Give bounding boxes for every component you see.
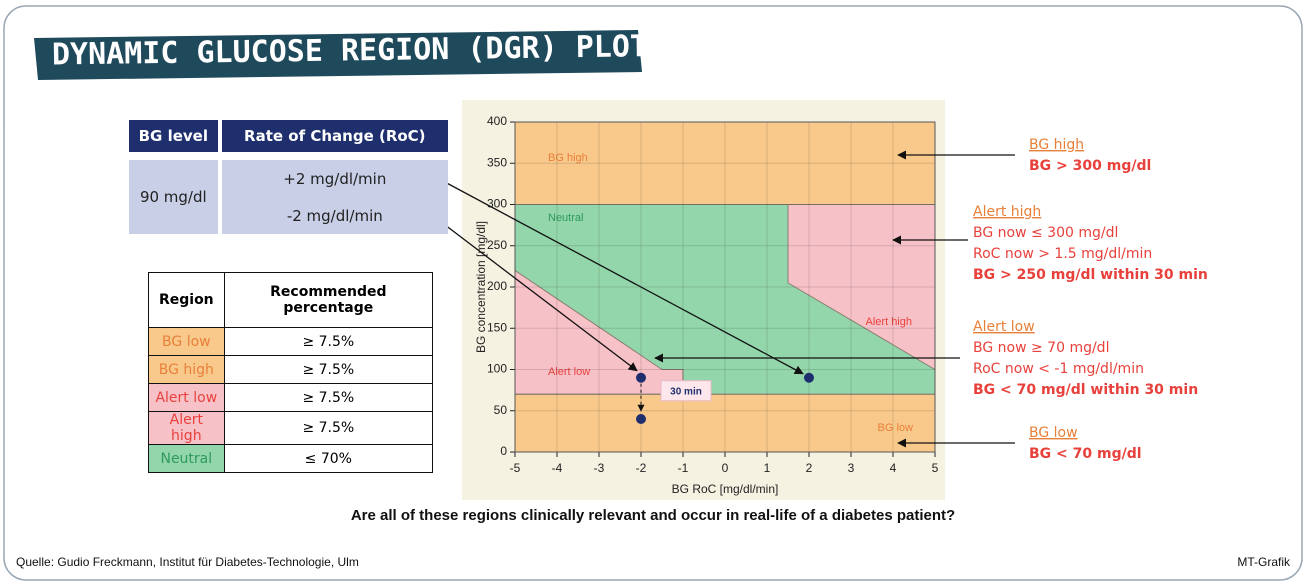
plot-frame	[514, 121, 936, 453]
x-axis-label: BG RoC [mg/dl/min]	[672, 482, 779, 496]
region-name: Alert low	[148, 383, 225, 412]
x-tick-label: 4	[890, 461, 897, 475]
input-table: BG level Rate of Change (RoC) 90 mg/dl +2…	[125, 120, 448, 234]
x-tick-label: 5	[932, 461, 939, 475]
row: Neutral ≤ 70%	[148, 444, 434, 473]
callout-conclusion: BG < 70 mg/dl within 30 min	[973, 382, 1198, 398]
row: Alert high ≥ 7.5%	[148, 411, 434, 445]
header: BG level	[125, 120, 218, 152]
callout-line: RoC now > 1.5 mg/dl/min	[973, 246, 1152, 262]
region-name: Alert high	[148, 411, 225, 445]
x-tick-label: 3	[848, 461, 855, 475]
header: Region	[148, 272, 225, 328]
link-arrow	[427, 211, 638, 372]
source: Quelle: Gudio Freckmann, Institut für Di…	[16, 555, 359, 569]
region-label: BG high	[548, 152, 588, 164]
roc: -2 mg/dl/min	[217, 197, 448, 234]
title: DYNAMIC GLUCOSE REGION (DGR) PLOT	[52, 29, 648, 72]
x-tick-label: -2	[636, 461, 647, 475]
callout-line: RoC now < -1 mg/dl/min	[973, 361, 1144, 377]
callout-title: Alert high	[973, 204, 1041, 220]
y-tick-label: 300	[487, 197, 507, 211]
callout-title: BG low	[1029, 425, 1078, 441]
y-tick-label: 400	[487, 114, 507, 128]
callouts: BG high BG > 300 mg/dl Alert high BG now ≤ …	[654, 137, 1208, 462]
region-label: Alert low	[548, 366, 590, 378]
callout-conclusion: BG > 300 mg/dl	[1029, 158, 1151, 174]
region-label: BG low	[878, 422, 914, 434]
header-row: Region Recommended percentage	[148, 272, 434, 328]
x-tick-label: -5	[510, 461, 521, 475]
x-tick-label: 2	[806, 461, 813, 475]
annotation: 30 min	[670, 386, 702, 397]
y-axis-label: BG concentration [mg/dl]	[474, 221, 488, 353]
percentage: ≥ 7.5%	[223, 327, 434, 356]
data-point	[636, 414, 646, 424]
header: Recommended percentage	[223, 272, 434, 328]
region	[788, 204, 935, 370]
x-tick-label: -3	[594, 461, 605, 475]
region-name: Neutral	[148, 444, 225, 473]
callout-line: BG now ≤ 300 mg/dl	[973, 225, 1118, 241]
region	[515, 122, 935, 205]
callout-title: Alert low	[973, 319, 1035, 335]
bg-level: 90 mg/dl	[125, 160, 218, 234]
percentage: ≥ 7.5%	[223, 411, 434, 445]
percentage: ≤ 70%	[223, 444, 434, 473]
x-tick-label: 0	[722, 461, 729, 475]
link-arrow	[427, 172, 804, 375]
region-label: Neutral	[548, 212, 583, 224]
title-banner	[34, 30, 642, 80]
data-point	[804, 372, 814, 383]
region-name: BG high	[148, 355, 225, 384]
region	[515, 270, 683, 395]
percentage: ≥ 7.5%	[223, 355, 434, 384]
y-tick-label: 350	[487, 155, 507, 169]
row: BG low ≥ 7.5%	[148, 327, 434, 356]
region	[515, 394, 935, 452]
percentage: ≥ 7.5%	[223, 383, 434, 412]
y-tick-label: 200	[487, 279, 507, 293]
question: Are all of these regions clinically rele…	[351, 507, 955, 524]
y-tick-label: 250	[487, 238, 507, 252]
callout-title: BG high	[1029, 137, 1084, 153]
plot: BG high BG low Neutral Alert low Alert high -…	[474, 114, 938, 496]
roc: +2 mg/dl/min	[217, 160, 448, 197]
y-tick-label: 100	[487, 362, 507, 376]
callout-conclusion: BG > 250 mg/dl within 30 min	[973, 267, 1208, 283]
region-label: Alert high	[866, 316, 912, 328]
x-tick-label: 1	[764, 461, 771, 475]
y-tick-label: 150	[487, 320, 507, 334]
callout-line: BG now ≥ 70 mg/dl	[973, 340, 1109, 356]
x-tick-label: -4	[552, 461, 563, 475]
header: Rate of Change (RoC)	[217, 120, 448, 152]
row: Alert low ≥ 7.5%	[148, 383, 434, 412]
links	[427, 172, 804, 375]
callout-conclusion: BG < 70 mg/dl	[1029, 446, 1142, 462]
data-point	[636, 372, 646, 383]
region-table: Region Recommended percentage BG low ≥ 7.5%…	[148, 272, 434, 473]
y-tick-label: 50	[494, 403, 508, 417]
region-name: BG low	[148, 327, 225, 356]
x-tick-label: -1	[678, 461, 689, 475]
y-tick-label: 0	[500, 444, 507, 458]
credit: MT-Grafik	[1237, 555, 1291, 569]
annotation-box	[660, 380, 712, 402]
row: BG high ≥ 7.5%	[148, 355, 434, 384]
